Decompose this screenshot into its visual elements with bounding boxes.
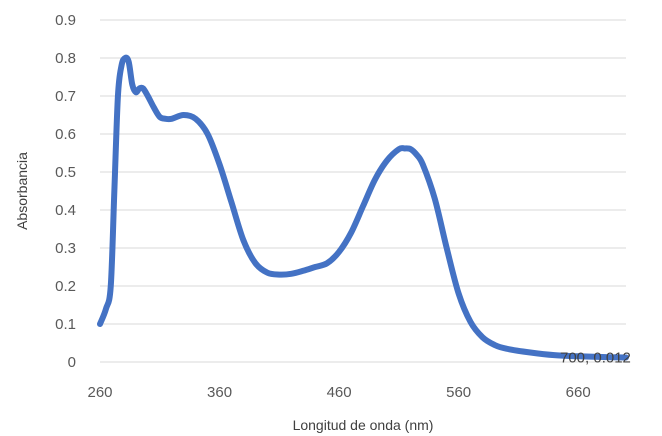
y-tick-label: 0.7	[55, 88, 76, 105]
x-axis-ticks: 260 360 460 560 660	[87, 384, 590, 401]
y-tick-label: 0.3	[55, 240, 76, 257]
y-tick-label: 0.6	[55, 126, 76, 143]
data-label: 700, 0.012	[560, 349, 631, 366]
x-tick-label: 360	[207, 384, 232, 401]
y-axis-label: Absorbancia	[14, 152, 30, 230]
x-axis-label: Longitud de onda (nm)	[293, 417, 434, 433]
x-tick-label: 260	[87, 384, 112, 401]
y-tick-label: 0.1	[55, 316, 76, 333]
y-axis-ticks: 0 0.1 0.2 0.3 0.4 0.5 0.6 0.7 0.8 0.9	[55, 12, 76, 371]
x-tick-label: 560	[446, 384, 471, 401]
y-tick-label: 0.5	[55, 164, 76, 181]
x-tick-label: 660	[566, 384, 591, 401]
series-line	[97, 54, 629, 361]
x-tick-label: 460	[327, 384, 352, 401]
y-tick-label: 0	[68, 354, 76, 371]
gridlines	[100, 19, 626, 363]
y-tick-label: 0.2	[55, 278, 76, 295]
y-tick-label: 0.9	[55, 12, 76, 29]
y-tick-label: 0.8	[55, 50, 76, 67]
y-tick-label: 0.4	[55, 202, 76, 219]
